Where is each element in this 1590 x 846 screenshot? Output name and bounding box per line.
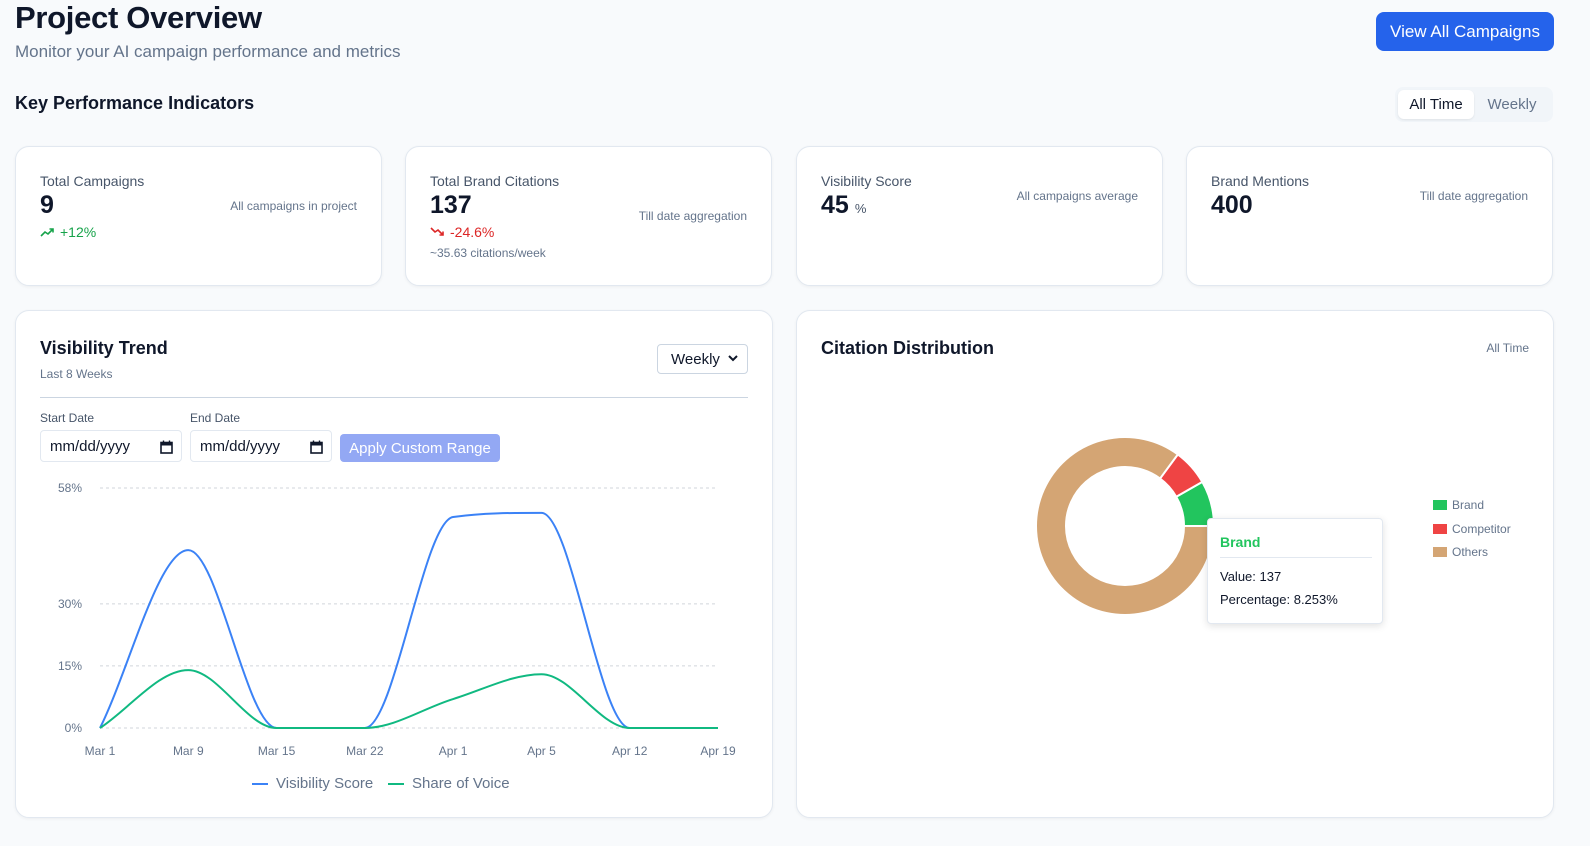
apply-custom-range-button[interactable]: Apply Custom Range (340, 434, 500, 462)
divider (40, 397, 748, 398)
kpi-label: Total Brand Citations (430, 173, 560, 189)
start-date-input[interactable]: mm/dd/yyyy (40, 430, 182, 462)
panel-subtitle: Last 8 Weeks (40, 367, 113, 381)
chart-tooltip: Brand Value: 137 Percentage: 8.253% (1207, 518, 1383, 624)
kpi-value-number: 45 (821, 191, 849, 219)
kpi-label: Total Campaigns (40, 173, 145, 189)
legend-label: Others (1452, 545, 1489, 559)
period-label: All Time (1486, 341, 1529, 355)
x-tick-label: Apr 1 (439, 744, 468, 758)
start-date-placeholder: mm/dd/yyyy (50, 437, 131, 455)
kpi-card-visibility-score: Visibility Score 45% All campaigns avera… (796, 146, 1163, 286)
legend-swatch (388, 782, 404, 785)
kpi-note: All campaigns average (1016, 189, 1138, 203)
series-line-share-of-voice[interactable] (99, 669, 718, 730)
legend-label: Visibility Score (276, 775, 374, 792)
x-tick-label: Apr 19 (700, 744, 736, 758)
visibility-trend-chart: 0% 15% 30% 58% Mar 1 Mar 9 Mar 15 Mar 22 Apr 1 Ap… (58, 481, 736, 758)
kpi-card-total-campaigns: Total Campaigns 9 All campaigns in proje… (15, 146, 382, 286)
trending-up-icon (40, 228, 54, 237)
kpi-note: All campaigns in project (230, 199, 357, 213)
kpi-trend: -24.6% (430, 224, 494, 240)
period-toggle: All Time Weekly (1395, 87, 1553, 122)
x-tick-label: Apr 12 (612, 744, 648, 758)
kpi-note: Till date aggregation (638, 209, 747, 223)
kpi-label: Visibility Score (821, 173, 912, 189)
legend-label: Share of Voice (412, 775, 510, 792)
kpi-trend: +12% (40, 224, 96, 240)
toggle-weekly[interactable]: Weekly (1487, 96, 1537, 113)
x-tick-label: Mar 1 (85, 744, 116, 758)
end-date-label: End Date (190, 411, 241, 425)
kpi-card-total-brand-citations: Total Brand Citations 137 Till date aggr… (405, 146, 772, 286)
kpi-card-brand-mentions: Brand Mentions 400 Till date aggregation (1186, 146, 1553, 286)
chevron-down-icon (728, 355, 738, 362)
legend-swatch (252, 782, 268, 785)
tooltip-percentage: Percentage: 8.253% (1220, 592, 1338, 607)
y-tick-label: 30% (58, 597, 82, 611)
legend-label: Competitor (1452, 522, 1511, 536)
tooltip-divider (1220, 557, 1372, 558)
y-tick-label: 15% (58, 659, 82, 673)
page-subtitle: Monitor your AI campaign performance and… (15, 42, 401, 61)
end-date-input[interactable]: mm/dd/yyyy (190, 430, 332, 462)
calendar-icon[interactable] (160, 440, 173, 454)
page-title: Project Overview (15, 0, 262, 35)
period-select[interactable]: Weekly (657, 344, 748, 374)
y-tick-label: 58% (58, 481, 82, 495)
legend-swatch (1433, 524, 1447, 534)
citation-donut-chart (1035, 436, 1216, 616)
kpi-value: 45% (821, 191, 866, 220)
kpi-value: 9 (40, 191, 54, 219)
kpi-value: 400 (1211, 191, 1253, 219)
citation-distribution-panel: Citation Distribution All Time Brand Com… (796, 310, 1554, 818)
kpi-value: 137 (430, 191, 472, 219)
calendar-icon[interactable] (310, 440, 323, 454)
x-tick-label: Mar 9 (173, 744, 204, 758)
kpi-trend-value: +12% (60, 224, 97, 240)
legend-visibility-score[interactable]: Visibility Score (252, 775, 373, 792)
period-select-value: Weekly (671, 350, 720, 368)
kpi-subtext: ~35.63 citations/week (430, 246, 546, 260)
x-tick-label: Apr 5 (527, 744, 556, 758)
legend-label: Brand (1452, 498, 1485, 512)
x-tick-label: Mar 15 (258, 744, 296, 758)
legend-swatch (1433, 500, 1447, 510)
kpi-section-title: Key Performance Indicators (15, 93, 255, 113)
tooltip-title: Brand (1220, 534, 1261, 550)
view-all-campaigns-button[interactable]: View All Campaigns (1376, 12, 1554, 51)
kpi-unit: % (854, 201, 867, 216)
start-date-label: Start Date (40, 411, 95, 425)
series-line-visibility-score[interactable] (99, 511, 718, 730)
legend-others[interactable]: Others (1433, 545, 1488, 559)
panel-title: Citation Distribution (821, 338, 994, 358)
legend-swatch (1433, 547, 1447, 557)
tooltip-value: Value: 137 (1220, 569, 1282, 584)
end-date-placeholder: mm/dd/yyyy (200, 437, 281, 455)
kpi-note: Till date aggregation (1419, 189, 1528, 203)
legend-competitor[interactable]: Competitor (1433, 522, 1511, 536)
visibility-trend-panel: Visibility Trend Last 8 Weeks Weekly Sta… (15, 310, 773, 818)
panel-title: Visibility Trend (40, 338, 168, 358)
toggle-all-time[interactable]: All Time (1398, 90, 1474, 119)
trending-down-icon (430, 227, 444, 236)
x-tick-label: Mar 22 (346, 744, 384, 758)
legend-brand[interactable]: Brand (1433, 498, 1484, 512)
kpi-label: Brand Mentions (1211, 173, 1310, 189)
kpi-trend-value: -24.6% (450, 224, 495, 240)
y-tick-label: 0% (65, 721, 83, 735)
legend-share-of-voice[interactable]: Share of Voice (388, 775, 510, 792)
